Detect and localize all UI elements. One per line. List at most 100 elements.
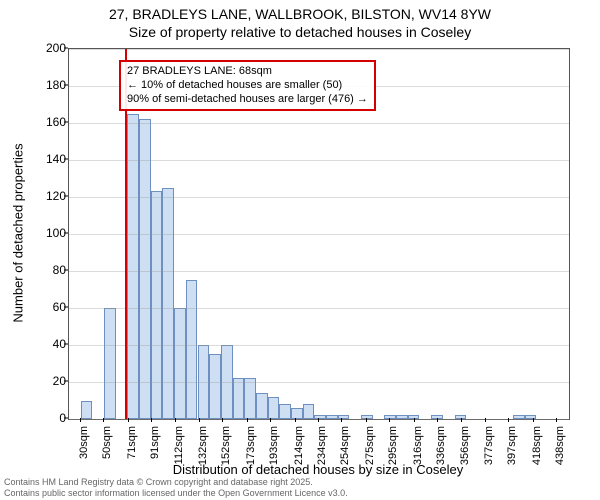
histogram-bar xyxy=(256,393,268,419)
gridline xyxy=(69,271,569,272)
ytick-label: 140 xyxy=(30,152,66,166)
xtick-mark xyxy=(533,418,534,422)
xtick-label: 397sqm xyxy=(506,426,518,465)
histogram-bar xyxy=(244,378,256,419)
xtick-label: 234sqm xyxy=(316,426,328,465)
xtick-mark xyxy=(414,418,415,422)
ytick-label: 60 xyxy=(30,300,66,314)
histogram-bar xyxy=(233,378,245,419)
xtick-mark xyxy=(222,418,223,422)
ytick-mark xyxy=(64,85,68,86)
callout-box: 27 BRADLEYS LANE: 68sqm← 10% of detached… xyxy=(119,60,376,111)
gridline xyxy=(69,382,569,383)
footer-line2: Contains public sector information licen… xyxy=(4,488,348,498)
ytick-mark xyxy=(64,159,68,160)
xtick-label: 336sqm xyxy=(435,426,447,465)
histogram-bar xyxy=(174,308,186,419)
gridline xyxy=(69,49,569,50)
gridline xyxy=(69,160,569,161)
footer-line1: Contains HM Land Registry data © Crown c… xyxy=(4,477,348,487)
histogram-bar xyxy=(303,404,315,419)
ytick-label: 160 xyxy=(30,115,66,129)
xtick-label: 71sqm xyxy=(126,426,138,459)
xtick-mark xyxy=(437,418,438,422)
gridline xyxy=(69,308,569,309)
y-axis-label: Number of detached properties xyxy=(11,143,26,322)
xtick-label: 356sqm xyxy=(459,426,471,465)
ytick-mark xyxy=(64,48,68,49)
callout-line3: 90% of semi-detached houses are larger (… xyxy=(127,93,368,107)
xtick-mark xyxy=(151,418,152,422)
xtick-label: 112sqm xyxy=(173,426,185,464)
xtick-label: 173sqm xyxy=(245,426,257,465)
xtick-mark xyxy=(318,418,319,422)
ytick-mark xyxy=(64,196,68,197)
histogram-bar xyxy=(81,401,93,420)
ytick-mark xyxy=(64,307,68,308)
histogram-bar xyxy=(268,397,280,419)
callout-line2: ← 10% of detached houses are smaller (50… xyxy=(127,79,368,93)
xtick-mark xyxy=(128,418,129,422)
histogram-bar xyxy=(279,404,291,419)
ytick-mark xyxy=(64,270,68,271)
xtick-label: 254sqm xyxy=(339,426,351,465)
histogram-bar xyxy=(139,119,151,419)
xtick-mark xyxy=(508,418,509,422)
histogram-bar xyxy=(209,354,221,419)
xtick-label: 152sqm xyxy=(220,426,232,465)
xtick-label: 132sqm xyxy=(197,426,209,465)
xtick-label: 316sqm xyxy=(412,426,424,465)
ytick-mark xyxy=(64,122,68,123)
title-line2: Size of property relative to detached ho… xyxy=(0,24,600,42)
xtick-label: 50sqm xyxy=(101,426,113,459)
xtick-mark xyxy=(461,418,462,422)
plot-area: 27 BRADLEYS LANE: 68sqm← 10% of detached… xyxy=(68,48,570,420)
xtick-mark xyxy=(247,418,248,422)
ytick-mark xyxy=(64,344,68,345)
gridline xyxy=(69,419,569,420)
histogram-bar xyxy=(151,191,163,419)
title-line1: 27, BRADLEYS LANE, WALLBROOK, BILSTON, W… xyxy=(0,6,600,24)
xtick-label: 438sqm xyxy=(554,426,566,465)
xtick-label: 295sqm xyxy=(387,426,399,465)
ytick-label: 100 xyxy=(30,226,66,240)
footer-attribution: Contains HM Land Registry data © Crown c… xyxy=(4,477,348,498)
xtick-mark xyxy=(80,418,81,422)
ytick-label: 120 xyxy=(30,189,66,203)
xtick-mark xyxy=(175,418,176,422)
ytick-mark xyxy=(64,233,68,234)
ytick-label: 40 xyxy=(30,337,66,351)
histogram-bar xyxy=(186,280,198,419)
gridline xyxy=(69,234,569,235)
callout-line1: 27 BRADLEYS LANE: 68sqm xyxy=(127,65,368,79)
ytick-label: 180 xyxy=(30,78,66,92)
xtick-mark xyxy=(341,418,342,422)
ytick-label: 0 xyxy=(30,411,66,425)
xtick-mark xyxy=(556,418,557,422)
ytick-label: 80 xyxy=(30,263,66,277)
xtick-label: 91sqm xyxy=(149,426,161,459)
xtick-mark xyxy=(270,418,271,422)
histogram-bar xyxy=(291,408,303,419)
xtick-label: 377sqm xyxy=(483,426,495,465)
xtick-label: 418sqm xyxy=(531,426,543,465)
xtick-mark xyxy=(103,418,104,422)
xtick-mark xyxy=(366,418,367,422)
xtick-mark xyxy=(485,418,486,422)
xtick-mark xyxy=(199,418,200,422)
ytick-label: 200 xyxy=(30,41,66,55)
xtick-label: 193sqm xyxy=(268,426,280,465)
histogram-bar xyxy=(104,308,116,419)
xtick-mark xyxy=(295,418,296,422)
xtick-mark xyxy=(389,418,390,422)
gridline xyxy=(69,197,569,198)
title-block: 27, BRADLEYS LANE, WALLBROOK, BILSTON, W… xyxy=(0,0,600,41)
xtick-label: 30sqm xyxy=(78,426,90,459)
gridline xyxy=(69,345,569,346)
xtick-label: 214sqm xyxy=(293,426,305,465)
ytick-label: 20 xyxy=(30,374,66,388)
ytick-mark xyxy=(64,418,68,419)
ytick-mark xyxy=(64,381,68,382)
histogram-bar xyxy=(162,188,174,419)
chart-container: 27, BRADLEYS LANE, WALLBROOK, BILSTON, W… xyxy=(0,0,600,500)
